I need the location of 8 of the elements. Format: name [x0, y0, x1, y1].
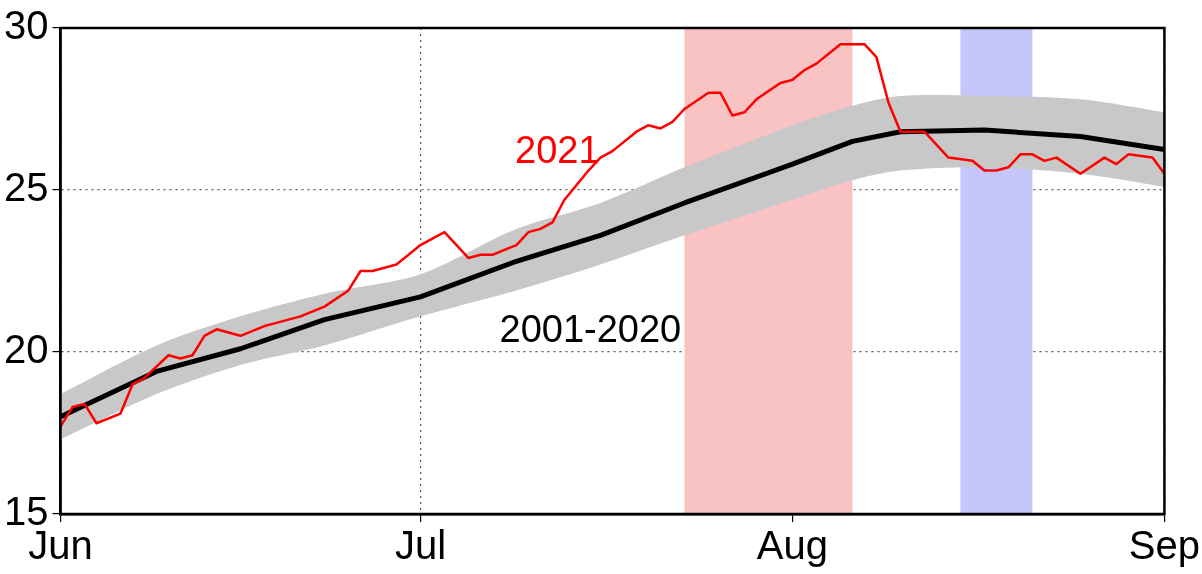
x-tick-label: Jul — [394, 523, 447, 568]
x-tick-label: Sep — [1128, 523, 1200, 568]
y-tick-label: 20 — [3, 327, 49, 372]
series-label: 2001-2020 — [499, 307, 682, 350]
y-tick-label: 30 — [3, 3, 49, 48]
x-tick-label: Aug — [756, 523, 829, 568]
y-tick-label: 25 — [3, 165, 49, 210]
series-label: 2021 — [514, 128, 600, 171]
